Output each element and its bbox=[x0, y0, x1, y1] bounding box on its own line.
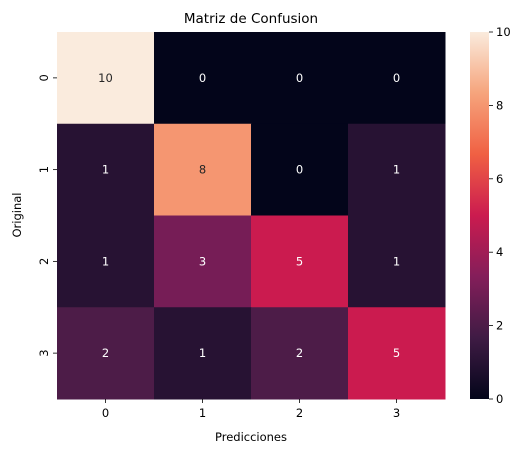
cell-label-0-0: 10 bbox=[98, 71, 113, 85]
y-tick-label-2: 2 bbox=[37, 258, 51, 265]
cell-label-1-2: 0 bbox=[296, 163, 303, 177]
y-tick-label-3: 3 bbox=[37, 349, 51, 356]
cell-label-2-3: 1 bbox=[393, 254, 400, 268]
y-tick-label-0: 0 bbox=[37, 74, 51, 81]
heatmap-cells: 10 0 0 0 1 8 0 1 1 3 5 1 2 1 2 5 bbox=[57, 32, 446, 400]
colorbar: 0 2 4 6 8 10 bbox=[470, 25, 511, 406]
cell-label-3-1: 1 bbox=[199, 346, 206, 360]
colorbar-tick-label-1: 2 bbox=[496, 319, 503, 333]
colorbar-tick-label-5: 10 bbox=[496, 25, 511, 39]
x-tick-label-0: 0 bbox=[102, 406, 109, 420]
x-axis-label: Predicciones bbox=[215, 430, 287, 444]
cell-label-2-1: 3 bbox=[199, 254, 206, 268]
cell-label-0-2: 0 bbox=[296, 71, 303, 85]
cell-label-2-2: 5 bbox=[296, 254, 303, 268]
cell-label-2-0: 1 bbox=[102, 254, 109, 268]
colorbar-tick-label-2: 4 bbox=[496, 245, 503, 259]
colorbar-tick-label-4: 8 bbox=[496, 98, 503, 112]
cell-label-3-2: 2 bbox=[296, 346, 303, 360]
x-tick-label-3: 3 bbox=[393, 406, 400, 420]
chart-title: Matriz de Confusion bbox=[184, 11, 318, 27]
cell-label-0-1: 0 bbox=[199, 71, 206, 85]
cell-label-3-0: 2 bbox=[102, 346, 109, 360]
x-axis-ticks: 0 1 2 3 bbox=[102, 399, 400, 420]
cell-label-3-3: 5 bbox=[393, 346, 400, 360]
cell-label-1-1: 8 bbox=[199, 163, 206, 177]
x-tick-label-1: 1 bbox=[199, 406, 206, 420]
y-axis-label: Original bbox=[10, 192, 24, 237]
colorbar-tick-label-0: 0 bbox=[496, 392, 503, 406]
y-tick-label-1: 1 bbox=[37, 166, 51, 173]
cell-label-0-3: 0 bbox=[393, 71, 400, 85]
colorbar-gradient bbox=[470, 32, 489, 399]
x-tick-label-2: 2 bbox=[296, 406, 303, 420]
cell-label-1-3: 1 bbox=[393, 163, 400, 177]
y-axis-ticks: 0 1 2 3 bbox=[37, 74, 57, 357]
cell-label-1-0: 1 bbox=[102, 163, 109, 177]
colorbar-tick-label-3: 6 bbox=[496, 172, 503, 186]
